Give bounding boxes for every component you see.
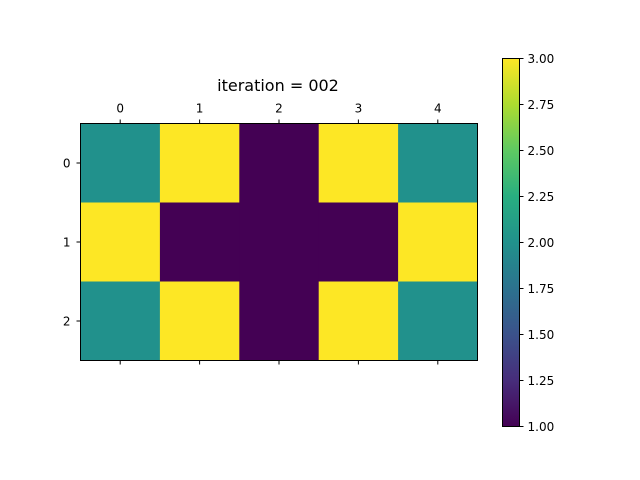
colorbar-tick-label: 1.50 xyxy=(528,328,555,342)
y-axis-ticks: 0 1 2 xyxy=(63,157,81,329)
colorbar-tick-label: 2.25 xyxy=(528,190,555,204)
colorbar-tick-label: 1.00 xyxy=(528,420,555,434)
x-axis-top-ticks: 0 1 2 3 4 xyxy=(116,102,442,124)
heatmap-cell xyxy=(318,202,399,282)
x-tick-label: 1 xyxy=(196,102,204,116)
heatmap-cell xyxy=(398,123,478,203)
colorbar-tick-label: 1.25 xyxy=(528,374,555,388)
chart-title: iteration = 002 xyxy=(217,76,339,95)
heatmap-cell xyxy=(80,281,161,361)
colorbar-tick-label: 2.50 xyxy=(528,144,555,158)
heatmap-cell xyxy=(159,281,240,361)
x-tick-label: 4 xyxy=(434,102,442,116)
colorbar-tick-label: 2.00 xyxy=(528,236,555,250)
y-tick-label: 2 xyxy=(63,315,71,329)
heatmap-cell xyxy=(80,123,161,203)
colorbar-tick-label: 3.00 xyxy=(528,52,555,66)
x-tick-label: 0 xyxy=(116,102,124,116)
y-tick-label: 1 xyxy=(63,236,71,250)
colorbar xyxy=(502,58,520,427)
colorbar-ticks: 1.00 1.25 1.50 1.75 2.00 2.25 2.50 2.75 3.00 xyxy=(519,52,555,434)
heatmap-cell xyxy=(398,202,478,282)
heatmap-cells xyxy=(80,123,478,361)
x-axis-bottom-ticks xyxy=(119,360,439,365)
heatmap-cell xyxy=(318,281,399,361)
heatmap-cell xyxy=(398,281,478,361)
y-tick-label: 0 xyxy=(63,157,71,171)
heatmap-cell xyxy=(159,202,240,282)
x-tick-label: 2 xyxy=(275,102,283,116)
colorbar-tick-label: 2.75 xyxy=(528,98,555,112)
heatmap-cell xyxy=(239,281,320,361)
heatmap-cell xyxy=(80,202,161,282)
colorbar-tick-label: 1.75 xyxy=(528,282,555,296)
x-tick-label: 3 xyxy=(355,102,363,116)
heatmap-cell xyxy=(318,123,399,203)
heatmap-cell xyxy=(239,202,320,282)
heatmap-cell xyxy=(159,123,240,203)
heatmap-cell xyxy=(239,123,320,203)
